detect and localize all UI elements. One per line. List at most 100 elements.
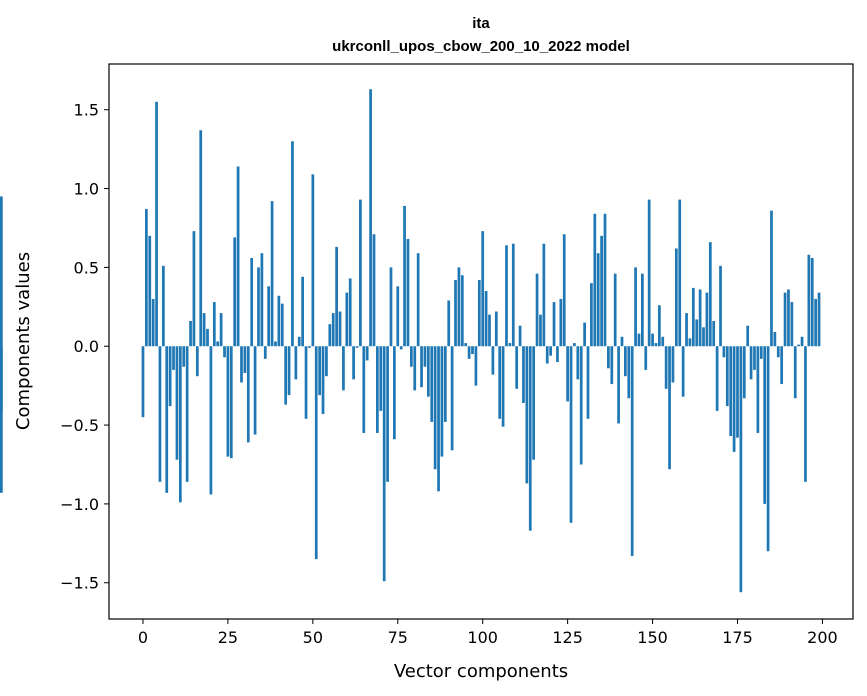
bar-21	[212, 302, 216, 347]
bar-142	[624, 346, 627, 377]
bar-33	[253, 346, 257, 435]
bar-89	[443, 346, 447, 422]
bar-186	[773, 332, 777, 347]
bar-127	[573, 343, 576, 347]
bar-58	[338, 311, 342, 347]
bar-176	[739, 346, 743, 593]
bar-31	[246, 346, 250, 443]
bar-18	[202, 313, 206, 347]
bar-29	[240, 346, 243, 383]
bar-198	[814, 298, 817, 347]
bar-185	[770, 210, 773, 347]
bar-148	[644, 346, 648, 370]
bar-101	[484, 291, 488, 347]
bar-172	[725, 346, 729, 407]
bar-84	[426, 346, 430, 397]
bar-56	[331, 313, 335, 347]
bar-103	[491, 346, 495, 375]
bar-108	[508, 343, 512, 347]
bar-110	[515, 346, 519, 389]
bar-38	[270, 201, 274, 347]
bar-109	[511, 243, 515, 347]
bar-19	[206, 328, 209, 347]
bar-169	[715, 346, 719, 411]
x-tick-label: 125	[552, 628, 583, 647]
bar-22	[216, 341, 220, 347]
bar-32	[250, 257, 254, 347]
bar-150	[651, 333, 654, 347]
bar-16	[195, 346, 199, 377]
bar-182	[759, 346, 763, 359]
bar-138	[610, 346, 614, 385]
bar-196	[807, 254, 811, 347]
bar-undefined	[0, 196, 3, 347]
bar-24	[223, 346, 226, 358]
bar-55	[328, 324, 332, 347]
bar-170	[719, 265, 722, 347]
bar-2	[148, 235, 152, 347]
bar-68	[372, 234, 376, 347]
bar-197	[810, 257, 814, 347]
bar-167	[708, 242, 712, 347]
bar-135	[600, 235, 603, 347]
bar-95	[464, 343, 468, 347]
bar-104	[494, 311, 498, 347]
bar-3	[151, 298, 155, 347]
bar-65	[362, 346, 366, 433]
bar-116	[535, 273, 539, 347]
bar-160	[685, 313, 688, 347]
bar-159	[681, 346, 685, 397]
bar-128	[576, 346, 580, 380]
bar-173	[729, 346, 733, 437]
bar-8	[168, 346, 172, 407]
bar-193	[797, 344, 800, 347]
bar-30	[243, 346, 247, 374]
bar-7	[165, 346, 169, 493]
bar-149	[647, 199, 651, 347]
chart-title-line2: ukrconll_upos_cbow_200_10_2022 model	[332, 38, 630, 55]
x-tick-label: 75	[388, 628, 408, 647]
bar-102	[488, 314, 491, 347]
bar-161	[688, 338, 692, 347]
bar-undefined	[0, 346, 3, 493]
bar-11	[178, 346, 182, 503]
bar-175	[736, 346, 739, 438]
bar-88	[440, 346, 444, 457]
bar-52	[318, 346, 321, 396]
x-tick-label: 150	[637, 628, 668, 647]
bar-96	[467, 346, 471, 359]
bars-group	[0, 89, 821, 593]
bar-94	[460, 275, 464, 347]
bar-199	[817, 292, 821, 347]
bar-27	[233, 237, 237, 347]
y-tick-label: 0.5	[74, 258, 99, 277]
bar-46	[297, 336, 301, 347]
bar-99	[477, 280, 481, 347]
bar-177	[742, 346, 746, 399]
bar-50	[311, 174, 315, 347]
bar-106	[501, 346, 505, 427]
bar-25	[226, 346, 230, 457]
bar-35	[260, 253, 264, 347]
bar-144	[630, 346, 634, 556]
bar-134	[596, 253, 600, 347]
bar-121	[552, 302, 556, 347]
bar-114	[528, 346, 532, 531]
bar-36	[263, 346, 267, 359]
bar-183	[763, 346, 767, 504]
x-axis-ticks: 0 25 50 75 100 125 150 175 200	[138, 619, 838, 647]
bar-51	[314, 346, 318, 560]
bar-98	[474, 346, 478, 386]
bar-190	[787, 289, 790, 347]
bar-188	[780, 346, 784, 385]
bar-82	[420, 346, 423, 388]
bar-90	[447, 300, 451, 347]
x-tick-label: 100	[467, 628, 498, 647]
bar-4	[155, 101, 158, 347]
bar-39	[274, 341, 277, 347]
bar-0	[141, 346, 145, 418]
bar-62	[352, 346, 355, 380]
bar-75	[396, 286, 400, 347]
bar-111	[518, 325, 522, 347]
bar-92	[454, 280, 457, 347]
